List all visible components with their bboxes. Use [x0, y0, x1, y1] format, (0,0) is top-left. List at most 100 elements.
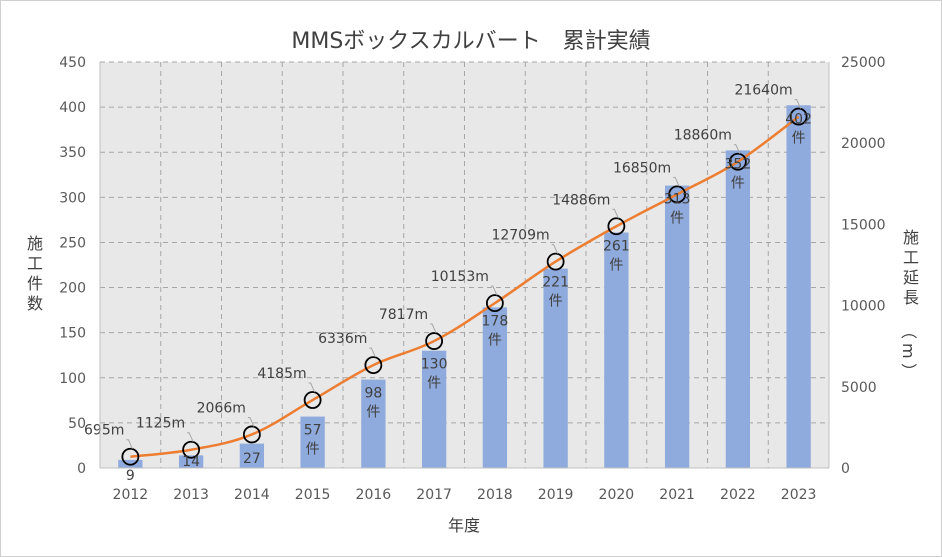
x-tick-label: 2015 — [295, 487, 331, 503]
line-series — [130, 115, 800, 458]
bar-label: 402 件 — [785, 111, 812, 146]
bar-label: 14 — [182, 454, 200, 470]
bar-label: 352 件 — [725, 156, 752, 191]
y-tick-label: 350 — [59, 145, 86, 161]
leader-line — [612, 208, 619, 219]
line-label: 18860m — [674, 128, 732, 144]
leader-line — [733, 144, 741, 154]
bar — [786, 105, 811, 468]
chart-title: MMSボックスカルバート 累計実績 — [291, 29, 650, 54]
bar — [543, 268, 568, 468]
y2-tick-label: 20000 — [841, 136, 886, 152]
line-point — [789, 107, 808, 126]
bars — [118, 105, 811, 469]
x-tick-label: 2017 — [416, 487, 452, 503]
leader-line — [126, 439, 133, 449]
y-tick-label: 450 — [59, 55, 86, 71]
bar-label: 221 件 — [542, 275, 569, 310]
line-label: 6336m — [318, 331, 367, 347]
line-points — [121, 107, 808, 466]
bar-label: 98 件 — [364, 386, 382, 421]
y-tick-label: 150 — [59, 326, 86, 342]
bar — [300, 416, 325, 468]
y2-tick-label: 15000 — [841, 217, 886, 233]
line-label: 16850m — [613, 160, 671, 176]
line-label: 10153m — [431, 269, 489, 285]
line-point — [546, 252, 565, 271]
line-point — [425, 332, 444, 350]
bar — [239, 443, 265, 468]
bar-label: 9 — [126, 468, 135, 484]
bar — [604, 232, 629, 468]
line-point — [485, 294, 504, 313]
x-tick-label: 2023 — [781, 487, 817, 503]
y2-axis-title: 施工延長（ m） — [899, 228, 919, 379]
line-label: 12709m — [491, 228, 549, 244]
line-label: 1125m — [136, 416, 185, 432]
y-tick-label: 0 — [77, 461, 86, 477]
bar — [482, 307, 508, 468]
line-label: 695m — [84, 423, 124, 439]
line-point — [182, 440, 201, 459]
x-tick-label: 2019 — [538, 487, 574, 503]
bar-label: 57 件 — [304, 423, 322, 458]
leader-line — [490, 285, 498, 296]
leader-line — [794, 99, 802, 109]
grid-lines — [100, 61, 829, 468]
line-point — [728, 152, 747, 171]
bar — [664, 185, 690, 469]
bar — [361, 379, 386, 468]
x-tick-label: 2018 — [477, 487, 513, 503]
y2-tick-label: 25000 — [841, 55, 886, 71]
extension-line — [130, 115, 800, 458]
y2-tick-label: 10000 — [841, 299, 886, 315]
y2-tick-label: 5000 — [841, 380, 877, 396]
bar — [178, 455, 204, 468]
line-label: 7817m — [379, 307, 428, 323]
data-labels: 9 14 27 57 件 98 件 130 件 178 件 221 件 261 件 313 件 352 件 402 件 6… — [84, 83, 812, 484]
leader-line — [430, 323, 437, 334]
y-tick-label: 400 — [59, 100, 86, 116]
line-point — [607, 217, 626, 236]
bar-label: 27 — [243, 451, 261, 467]
x-tick-label: 2020 — [599, 487, 635, 503]
leader-line — [308, 382, 316, 393]
x-tick-label: 2022 — [720, 487, 756, 503]
bar — [725, 150, 751, 468]
y2-tick-label: 0 — [841, 461, 850, 477]
line-label: 2066m — [197, 400, 246, 416]
leader-line — [369, 347, 376, 358]
axes: 0 50 100 150 200 250 300 350 400 450 0 5000 10000 150… — [59, 55, 885, 503]
line-label: 14886m — [552, 192, 610, 208]
bar-label: 178 件 — [482, 313, 509, 348]
line-label: 21640m — [734, 83, 792, 99]
bar — [421, 350, 447, 468]
line-point — [242, 425, 261, 444]
x-tick-label: 2021 — [659, 487, 695, 503]
x-axis-title: 年度 — [448, 516, 480, 535]
line-point — [121, 447, 140, 466]
y-tick-label: 100 — [59, 371, 86, 387]
leader-line — [551, 244, 559, 254]
line-label: 4185m — [257, 366, 306, 382]
y-tick-label: 250 — [59, 235, 86, 251]
x-tick-label: 2012 — [113, 487, 149, 503]
leader-line — [187, 432, 194, 442]
line-point — [303, 391, 322, 409]
line-point — [668, 185, 687, 204]
leader-line — [673, 176, 680, 187]
y-tick-label: 300 — [59, 190, 86, 206]
bar-label: 313 件 — [664, 192, 691, 227]
bar-label: 261 件 — [603, 239, 630, 274]
y-tick-label: 50 — [68, 416, 86, 432]
x-tick-label: 2014 — [234, 487, 270, 503]
line-point — [364, 356, 383, 375]
bar-label: 130 件 — [421, 357, 448, 392]
leader-line — [247, 416, 255, 427]
y-tick-label: 200 — [59, 281, 86, 297]
y-axis-title: 施工件数 — [27, 234, 43, 313]
x-tick-label: 2016 — [356, 487, 392, 503]
x-tick-label: 2013 — [173, 487, 209, 503]
